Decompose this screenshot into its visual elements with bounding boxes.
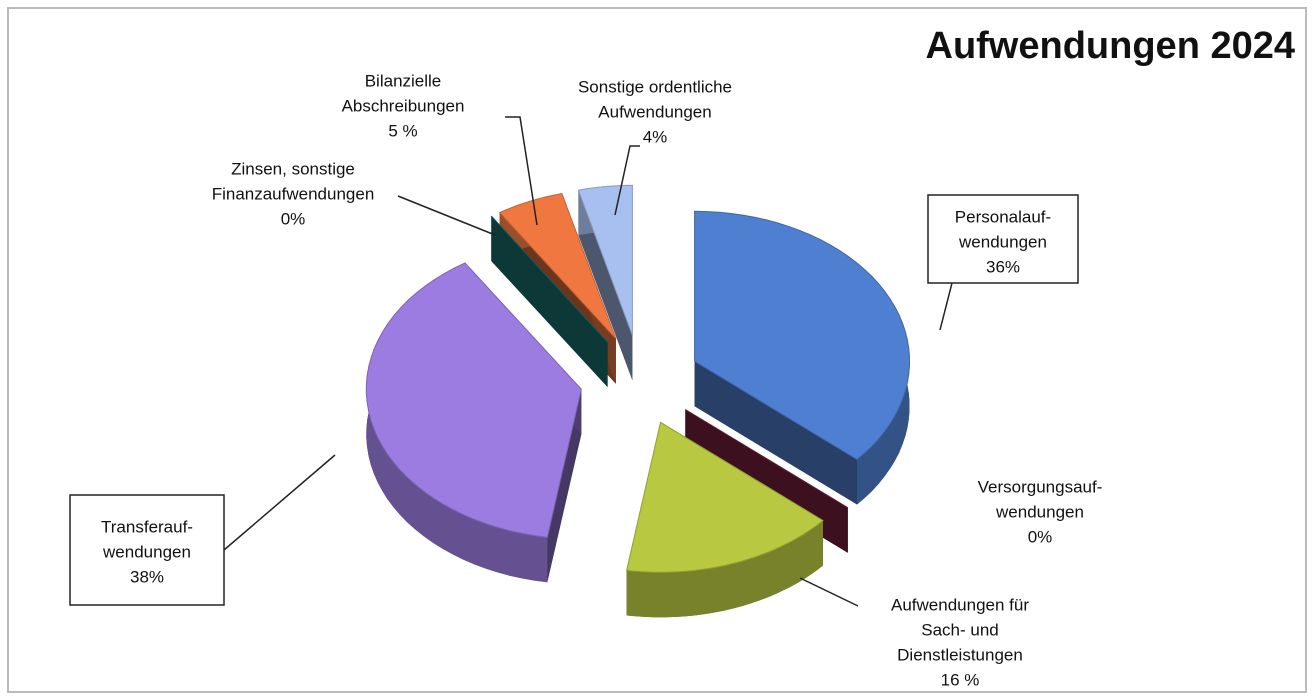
leader-line	[939, 282, 953, 331]
value-label: 4%	[643, 127, 668, 146]
leader-line	[223, 454, 336, 551]
value-label: 38%	[130, 567, 164, 586]
value-label: 0%	[1028, 527, 1053, 546]
slice-side	[366, 263, 548, 583]
slice-label: Personalauf-	[955, 207, 1051, 226]
slice-label: Sach- und	[921, 620, 999, 639]
slice-label: wendungen	[102, 542, 191, 561]
value-label: 36%	[986, 257, 1020, 276]
leader-line	[614, 145, 640, 216]
chart-title: Aufwendungen 2024	[926, 25, 1296, 67]
slice-side	[626, 520, 823, 618]
leader-line	[397, 195, 496, 236]
slice-wall	[578, 190, 633, 381]
slice-label: Finanzaufwendungen	[212, 184, 375, 203]
slice-top	[498, 193, 617, 340]
slice-top	[490, 215, 608, 343]
slice-label: Aufwendungen	[598, 102, 711, 121]
slice-label: Versorgungsauf-	[978, 477, 1103, 496]
slice-top	[625, 421, 824, 573]
value-label: 5 %	[388, 121, 417, 140]
slice-top	[685, 409, 849, 509]
leader-line	[799, 577, 859, 607]
slice-label: Abschreibungen	[342, 96, 465, 115]
label-box	[927, 194, 1079, 284]
slice-label: wendungen	[995, 502, 1084, 521]
label-box	[69, 494, 225, 606]
slice-label: Dienstleistungen	[897, 645, 1023, 664]
slice-top	[577, 184, 633, 336]
value-label: 0%	[281, 209, 306, 228]
slice-label: Aufwendungen für	[891, 595, 1029, 614]
slice-label: Transferauf-	[101, 517, 193, 536]
slice-wall	[491, 216, 608, 388]
slice-label: Zinsen, sonstige	[231, 159, 355, 178]
value-label: 16 %	[941, 670, 980, 689]
slice-label: Sonstige ordentliche	[578, 77, 732, 96]
slice-label: wendungen	[958, 232, 1047, 251]
slice-top	[365, 262, 582, 538]
leader-line	[505, 116, 538, 226]
slice-top	[694, 210, 910, 461]
slice-wall	[547, 389, 582, 583]
slice-label: Bilanzielle	[365, 71, 442, 90]
slice-wall	[694, 361, 858, 505]
